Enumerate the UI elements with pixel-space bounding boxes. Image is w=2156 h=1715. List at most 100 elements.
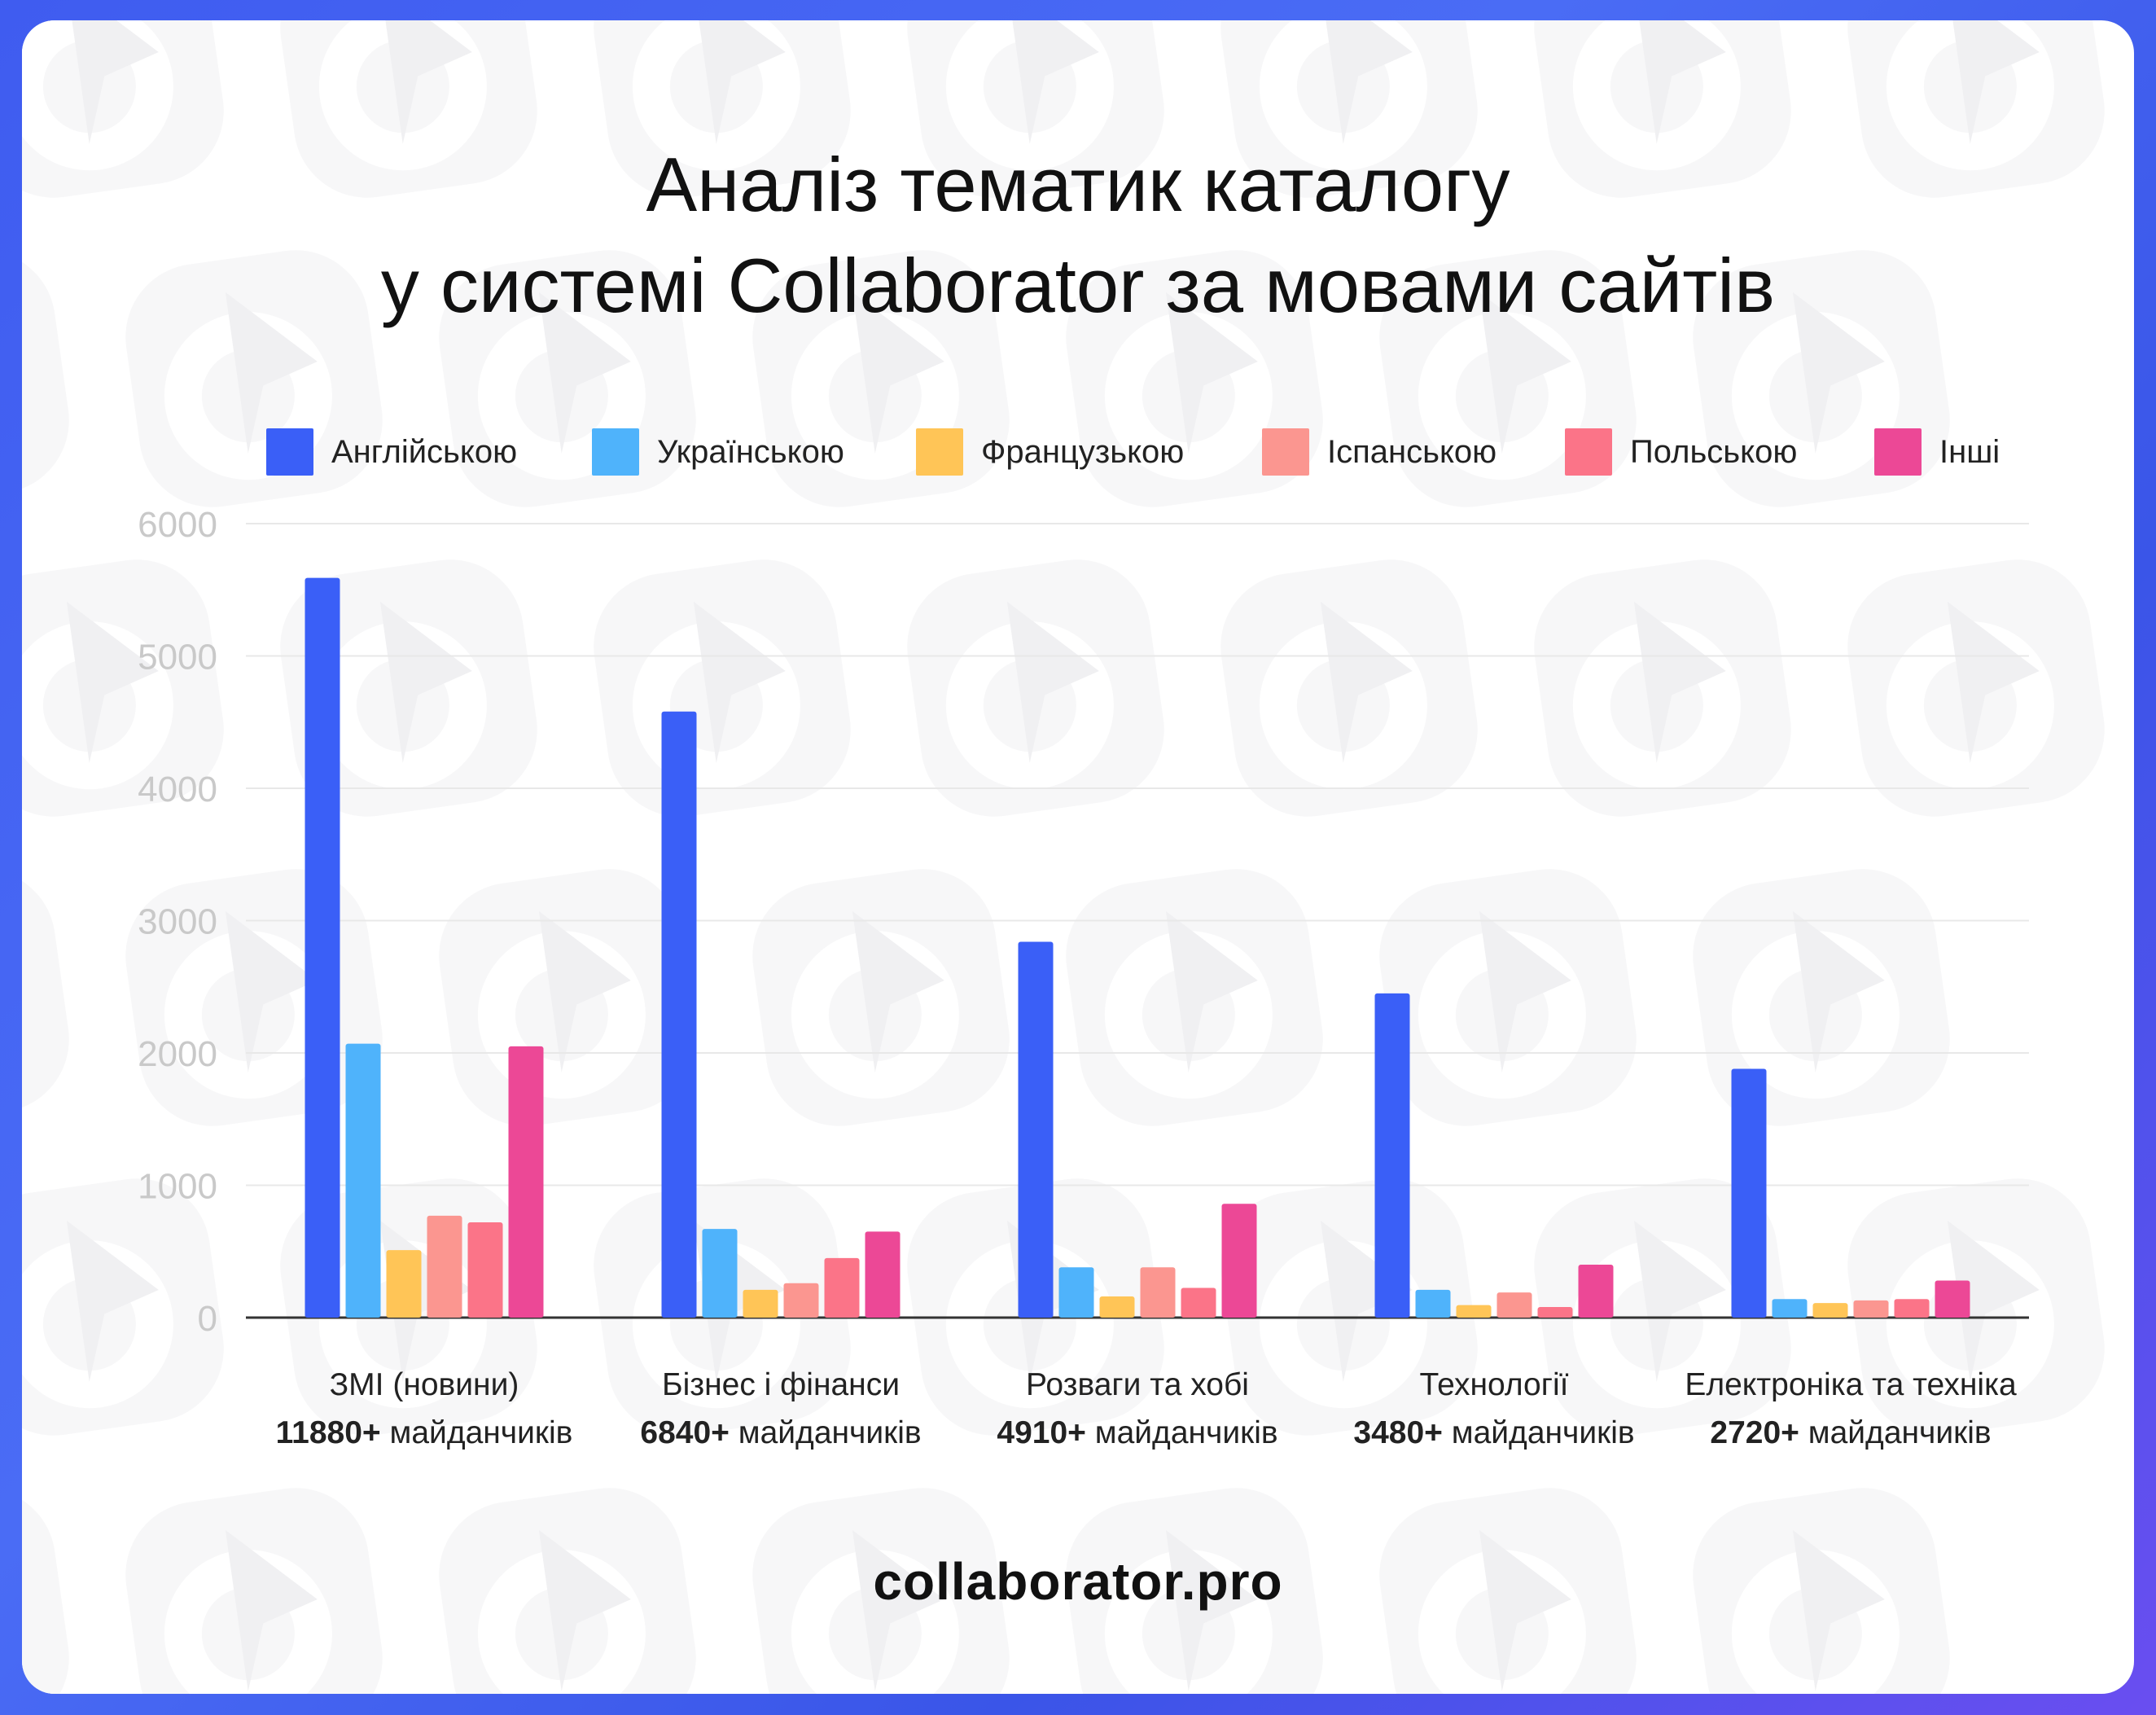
logo-watermark-icon xyxy=(1220,559,1478,817)
logo-watermark-icon xyxy=(594,20,851,198)
legend-swatch xyxy=(1565,428,1612,476)
bar xyxy=(1537,1307,1573,1318)
bar xyxy=(508,1046,544,1318)
category-count-suffix: майданчиків xyxy=(1443,1415,1635,1450)
bar xyxy=(1578,1265,1614,1318)
category-count-value: 6840+ xyxy=(640,1415,730,1450)
y-tick-label: 5000 xyxy=(138,638,217,678)
y-tick-label: 4000 xyxy=(138,770,217,809)
logo-watermark-icon xyxy=(22,559,224,817)
logo-watermark-icon xyxy=(594,559,851,817)
legend-item: Французькою xyxy=(916,419,1184,485)
bar xyxy=(1221,1204,1257,1318)
chart-card: Аналіз тематик каталогу у системі Collab… xyxy=(22,20,2134,1694)
logo-watermark-icon xyxy=(1847,1178,2105,1436)
chart-legend: Англійською Українською Французькою Іспансь… xyxy=(22,419,2134,485)
bar xyxy=(1731,1068,1767,1318)
logo-watermark-icon xyxy=(22,1178,224,1436)
bar xyxy=(305,577,340,1318)
legend-label: Іспанською xyxy=(1327,433,1497,470)
logo-watermark-icon xyxy=(280,20,537,198)
logo-watermark-icon xyxy=(22,20,224,198)
logo-watermark-icon xyxy=(280,559,537,817)
legend-label: Інші xyxy=(1939,433,2000,470)
bar-chart: 0 1000 2000 3000 4000 5000 6000 ЗМІ (новини) 118… xyxy=(138,505,2029,1450)
bar xyxy=(1374,993,1410,1318)
x-category-label: Бізнес і фінанси xyxy=(662,1367,900,1402)
bar xyxy=(1456,1305,1492,1318)
category-count-suffix: майданчиків xyxy=(1086,1415,1278,1450)
bar xyxy=(1496,1292,1532,1318)
legend-label: Українською xyxy=(657,433,844,470)
bar xyxy=(1415,1289,1451,1318)
bar xyxy=(1018,941,1054,1318)
logo-watermark-icon xyxy=(1693,1488,1950,1694)
y-tick-label: 6000 xyxy=(138,505,217,545)
bar xyxy=(783,1283,819,1318)
x-category-label: Електроніка та техніка xyxy=(1685,1367,2017,1402)
x-category-count: 2720+ майданчиків xyxy=(1710,1415,1991,1450)
bar xyxy=(1812,1303,1848,1318)
x-category-count: 11880+ майданчиків xyxy=(276,1415,573,1450)
bar xyxy=(743,1289,778,1318)
category-count-value: 4910+ xyxy=(997,1415,1086,1450)
legend-item: Іспанською xyxy=(1262,419,1496,485)
bar xyxy=(345,1043,381,1318)
legend-item: Інші xyxy=(1874,419,2000,485)
bar xyxy=(865,1231,901,1318)
x-category-label: Технології xyxy=(1420,1367,1569,1402)
legend-swatch xyxy=(916,428,963,476)
bar xyxy=(427,1215,462,1318)
logo-watermark-icon xyxy=(1534,1178,1791,1436)
legend-swatch xyxy=(266,428,313,476)
bar xyxy=(702,1229,738,1318)
chart-title-line-2: у системі Collaborator за мовами сайтів xyxy=(380,243,1776,328)
bar xyxy=(1853,1300,1889,1318)
bar xyxy=(661,711,697,1318)
legend-label: Англійською xyxy=(331,433,518,470)
category-count-value: 11880+ xyxy=(276,1415,381,1450)
category-count-value: 3480+ xyxy=(1353,1415,1443,1450)
x-category-count: 6840+ майданчиків xyxy=(640,1415,921,1450)
bar xyxy=(1140,1267,1176,1318)
y-tick-label: 0 xyxy=(198,1299,217,1339)
category-count-suffix: майданчиків xyxy=(381,1415,573,1450)
chart-title-line-1: Аналіз тематик каталогу xyxy=(646,142,1510,227)
bar xyxy=(1772,1299,1808,1318)
bar xyxy=(467,1222,503,1318)
logo-watermark-icon xyxy=(1379,1488,1637,1694)
footer-site-link[interactable]: collaborator.pro xyxy=(873,1552,1283,1611)
logo-watermark-icon xyxy=(752,869,1010,1126)
bar xyxy=(824,1257,860,1318)
logo-watermark-icon xyxy=(439,1488,696,1694)
bar xyxy=(1099,1296,1135,1318)
logo-watermark-icon xyxy=(1066,250,1323,507)
x-category-label: ЗМІ (новини) xyxy=(330,1367,519,1402)
legend-label: Польською xyxy=(1630,433,1798,470)
logo-watermark-icon xyxy=(1220,1178,1478,1436)
bar xyxy=(1894,1299,1930,1318)
x-category-count: 4910+ майданчиків xyxy=(997,1415,1277,1450)
logo-watermark-icon xyxy=(752,1488,1010,1694)
category-count-suffix: майданчиків xyxy=(730,1415,922,1450)
legend-swatch xyxy=(592,428,639,476)
bar xyxy=(1058,1267,1094,1318)
legend-label: Французькою xyxy=(981,433,1185,470)
x-category-label: Розваги та хобі xyxy=(1026,1367,1249,1402)
legend-item: Українською xyxy=(592,419,844,485)
legend-item: Польською xyxy=(1565,419,1797,485)
category-count-value: 2720+ xyxy=(1710,1415,1799,1450)
logo-watermark-icon xyxy=(1534,559,1791,817)
x-category-count: 3480+ майданчиків xyxy=(1353,1415,1634,1450)
bar xyxy=(1181,1287,1216,1318)
logo-watermark-icon xyxy=(1693,869,1950,1126)
legend-item: Англійською xyxy=(266,419,517,485)
logo-watermark-icon xyxy=(125,250,383,507)
legend-swatch xyxy=(1262,428,1309,476)
logo-watermark-icon xyxy=(1534,20,1791,198)
logo-watermark-icon xyxy=(1066,1488,1323,1694)
bar xyxy=(386,1250,422,1318)
logo-watermark-icon xyxy=(1847,20,2105,198)
y-tick-label: 2000 xyxy=(138,1034,217,1074)
